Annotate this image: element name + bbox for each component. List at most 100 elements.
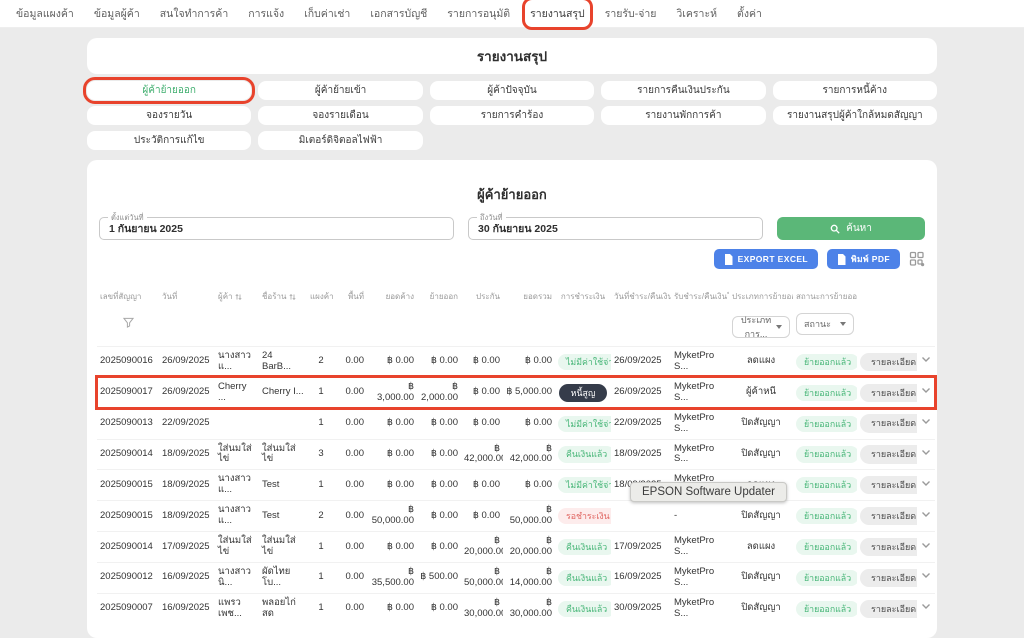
cell-insurance: ฿ 0.00 — [461, 469, 503, 501]
tab-12[interactable]: มิเตอร์ดิจิตอลไฟฟ้า — [258, 131, 423, 150]
details-button[interactable]: รายละเอียด — [860, 445, 917, 464]
details-button[interactable]: รายละเอียด — [860, 383, 917, 402]
cell-trader: นางสาว แ... — [215, 469, 259, 501]
nav-item-2[interactable]: ข้อมูลผู้ค้า — [93, 8, 140, 20]
nav-item-1[interactable]: ข้อมูลแผงค้า — [16, 8, 74, 20]
date-to-field[interactable]: ถึงวันที่ 30 กันยายน 2025 — [468, 212, 763, 240]
cell-contract: 2025090012 — [97, 561, 159, 594]
cell-trader: แพรวเพช... — [215, 592, 259, 624]
moveout-type-filter[interactable]: ประเภทการ... — [732, 315, 790, 339]
column-header-12: วันที่ชำระ/คืนเงิน — [614, 292, 671, 301]
cell-contract: 2025090014 — [97, 531, 159, 563]
report-card: ผู้ค้าย้ายออก ตั้งแต่วันที่ 1 กันยายน 20… — [87, 160, 937, 638]
table-row: 2025090013 22/09/2025 1 0.00 ฿ 0.00 ฿ 0.00 ฿ 0… — [97, 407, 935, 440]
payment-status-badge: คืนเงินแล้ว — [558, 538, 611, 556]
cell-moveout-type: ปิดสัญญา — [729, 500, 793, 532]
date-from-field[interactable]: ตั้งแต่วันที่ 1 กันยายน 2025 — [99, 212, 454, 240]
nav-item-9[interactable]: รายรับ-จ่าย — [604, 8, 657, 20]
cell-date: 26/09/2025 — [159, 376, 215, 409]
tab-8[interactable]: รายการคำร้อง — [429, 106, 595, 125]
tab-6[interactable]: จองรายวัน — [87, 106, 252, 125]
cell-moveout: ฿ 0.00 — [417, 407, 461, 440]
chevron-down-icon[interactable] — [921, 603, 931, 614]
tab-1[interactable]: ผู้ค้าย้ายออก — [82, 77, 256, 104]
tab-5[interactable]: รายการหนี้ค้าง — [772, 81, 937, 100]
chevron-down-icon[interactable] — [921, 356, 931, 367]
cell-pay-by: MyketPro S... — [671, 531, 729, 563]
moveout-status-badge: ย้ายออกแล้ว — [796, 508, 857, 525]
filter-icon[interactable] — [122, 317, 134, 328]
tab-3[interactable]: ผู้ค้าปัจจุบัน — [429, 81, 595, 100]
chevron-down-icon[interactable] — [921, 572, 931, 583]
details-button[interactable]: รายละเอียด — [860, 414, 917, 433]
nav-item-10[interactable]: วิเคราะห์ — [676, 8, 718, 20]
details-button[interactable]: รายละเอียด — [860, 599, 917, 618]
chevron-down-icon[interactable] — [921, 542, 931, 553]
column-settings-icon[interactable] — [909, 251, 925, 267]
cell-trader: Cherry ... — [215, 376, 259, 409]
tab-11[interactable]: ประวัติการแก้ไข — [87, 131, 252, 150]
tab-7[interactable]: จองรายเดือน — [258, 106, 423, 125]
cell-moveout: ฿ 500.00 — [417, 561, 461, 594]
cell-area: 0.00 — [335, 592, 367, 624]
nav-item-5[interactable]: เก็บค่าเช่า — [304, 8, 351, 20]
cell-status: ย้ายออกแล้ว — [793, 592, 857, 624]
table-row: 2025090014 18/09/2025 ใส่นมใส่ไข่ ใส่นมใส่ไ… — [97, 438, 935, 470]
chevron-down-icon[interactable] — [921, 480, 931, 491]
table-row: 2025090014 17/09/2025 ใส่นมใส่ไข่ ใส่นมใส่ไ… — [97, 531, 935, 563]
details-button[interactable]: รายละเอียด — [860, 537, 917, 557]
cell-area: 0.00 — [335, 561, 367, 594]
caret-down-icon — [776, 325, 782, 329]
column-header-6: พื้นที่ — [347, 292, 364, 301]
nav-item-8[interactable]: รายงานสรุป — [522, 0, 593, 30]
tab-4[interactable]: รายการคืนเงินประกัน — [601, 81, 766, 100]
payment-status-badge: คืนเงินแล้ว — [558, 446, 611, 463]
cell-total: ฿ 0.00 — [503, 469, 555, 501]
status-filter[interactable]: สถานะ — [796, 313, 854, 335]
nav-item-6[interactable]: เอกสารบัญชี — [370, 8, 428, 20]
table-row: 2025090016 26/09/2025 นางสาว แ... 24 BarB..… — [97, 346, 935, 378]
chevron-down-icon[interactable] — [921, 511, 931, 522]
tab-10[interactable]: รายงานสรุปผู้ค้าใกล้หมดสัญญา — [772, 106, 937, 125]
sort-icon[interactable] — [234, 293, 242, 301]
cell-shop: ผัดไทยโบ... — [259, 561, 307, 594]
cell-total: ฿ 14,000.00 — [503, 561, 555, 594]
cell-pay-by: MyketPro S... — [671, 407, 729, 440]
nav-item-7[interactable]: รายการอนุมัติ — [447, 8, 511, 20]
cell-detail: รายละเอียด — [857, 438, 917, 470]
export-excel-button[interactable]: EXPORT EXCEL — [713, 249, 819, 269]
cell-date: 16/09/2025 — [159, 592, 215, 624]
details-button[interactable]: รายละเอียด — [860, 506, 917, 526]
cell-shop: 24 BarB... — [259, 346, 307, 378]
print-pdf-button[interactable]: พิมพ์ PDF — [827, 249, 900, 269]
nav-item-3[interactable]: สนใจทำการค้า — [159, 8, 229, 20]
column-header-15: สถานะการย้ายออก — [796, 292, 857, 301]
nav-item-11[interactable]: ตั้งค่า — [737, 8, 762, 20]
cell-pay-by: MyketPro S... — [671, 561, 729, 594]
nav-item-4[interactable]: การแจ้ง — [248, 8, 285, 20]
column-header-10: ยอดรวม — [523, 292, 552, 301]
chevron-down-icon[interactable] — [921, 387, 931, 398]
sort-icon[interactable] — [288, 293, 296, 301]
cell-outstanding: ฿ 0.00 — [367, 407, 417, 440]
search-button[interactable]: ค้นหา — [777, 217, 925, 240]
details-button[interactable]: รายละเอียด — [860, 476, 917, 495]
cell-expand — [917, 469, 935, 501]
cell-contract: 2025090007 — [97, 592, 159, 624]
tab-2[interactable]: ผู้ค้าย้ายเข้า — [258, 81, 423, 100]
chevron-down-icon[interactable] — [921, 449, 931, 460]
moveout-status-badge: ย้ายออกแล้ว — [796, 569, 857, 586]
details-button[interactable]: รายละเอียด — [860, 352, 917, 372]
cell-insurance: ฿ 0.00 — [461, 500, 503, 532]
chevron-down-icon[interactable] — [921, 418, 931, 429]
cell-moveout: ฿ 0.00 — [417, 531, 461, 563]
tab-9[interactable]: รายงานพักการค้า — [601, 106, 766, 125]
table-row: 2025090012 16/09/2025 นางสาว นิ... ผัดไทยโบ… — [97, 561, 935, 594]
cell-date: 17/09/2025 — [159, 531, 215, 563]
table-row: 2025090015 18/09/2025 นางสาว แ... Test 2 0.00… — [97, 500, 935, 532]
cell-outstanding: ฿ 0.00 — [367, 346, 417, 378]
cell-payment-status: ไม่มีค่าใช้จ่าย — [555, 346, 611, 378]
cell-payment-status: ไม่มีค่าใช้จ่าย — [555, 469, 611, 501]
cell-moveout-type: ปิดสัญญา — [729, 438, 793, 470]
details-button[interactable]: รายละเอียด — [860, 568, 917, 587]
